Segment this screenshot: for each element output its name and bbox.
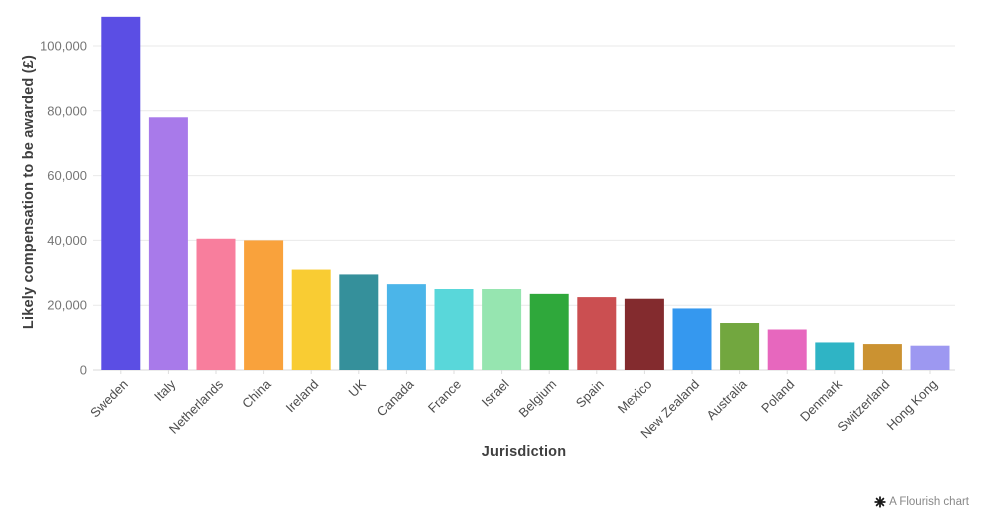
y-tick-label: 20,000: [47, 298, 87, 313]
bar-mexico[interactable]: [624, 298, 664, 370]
x-category-label-belgium: Belgium: [516, 377, 560, 421]
x-category-label-france: France: [425, 377, 464, 416]
bar-canada[interactable]: [386, 284, 426, 370]
x-category-label-italy: Italy: [151, 376, 179, 404]
y-tick-label: 80,000: [47, 103, 87, 118]
flourish-asterisk-icon: [874, 496, 886, 508]
bar-belgium[interactable]: [529, 293, 569, 370]
y-tick-label: 0: [80, 363, 87, 378]
x-category-label-denmark: Denmark: [797, 376, 845, 424]
x-category-label-sweden: Sweden: [87, 377, 131, 421]
x-category-label-spain: Spain: [573, 377, 607, 411]
x-category-label-uk: UK: [346, 376, 370, 400]
x-category-label-israel: Israel: [479, 376, 512, 409]
bar-france[interactable]: [434, 289, 474, 370]
bar-denmark[interactable]: [815, 342, 855, 370]
x-category-label-mexico: Mexico: [615, 377, 655, 417]
bar-sweden[interactable]: [101, 16, 141, 371]
bar-new-zealand[interactable]: [672, 308, 712, 370]
bar-uk[interactable]: [339, 274, 379, 370]
bar-australia[interactable]: [720, 323, 760, 370]
bar-italy[interactable]: [148, 117, 188, 370]
x-category-label-poland: Poland: [758, 377, 797, 416]
bar-switzerland[interactable]: [862, 344, 902, 370]
bar-poland[interactable]: [767, 329, 807, 371]
y-tick-label: 40,000: [47, 233, 87, 248]
bar-china[interactable]: [244, 240, 284, 370]
bar-netherlands[interactable]: [196, 238, 236, 370]
x-category-label-switzerland: Switzerland: [834, 377, 892, 435]
x-category-label-australia: Australia: [703, 376, 750, 423]
y-tick-label: 60,000: [47, 168, 87, 183]
y-axis-title: Likely compensation to be awarded (£): [21, 54, 37, 330]
bar-hong-kong[interactable]: [910, 345, 950, 370]
attribution-label: A Flourish chart: [889, 496, 969, 508]
x-category-label-canada: Canada: [374, 376, 417, 419]
y-tick-label: 100,000: [40, 39, 87, 54]
bar-israel[interactable]: [482, 289, 522, 370]
bar-ireland[interactable]: [291, 269, 331, 370]
bar-spain[interactable]: [577, 297, 617, 370]
x-axis-title: Jurisdiction: [481, 444, 567, 460]
x-category-label-ireland: Ireland: [283, 377, 322, 416]
flourish-attribution[interactable]: A Flourish chart: [874, 495, 969, 509]
x-category-label-china: China: [239, 376, 274, 411]
x-category-label-hong-kong: Hong Kong: [884, 377, 941, 434]
